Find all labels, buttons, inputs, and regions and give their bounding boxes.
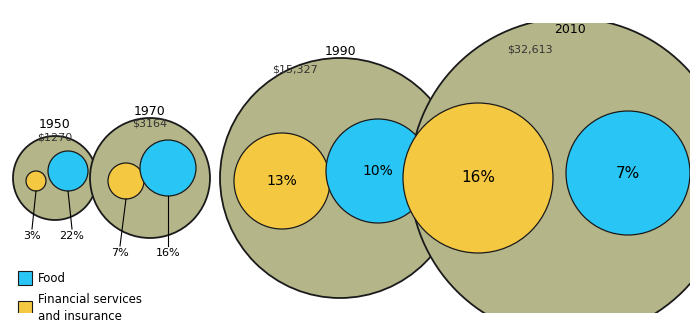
Text: $15,327: $15,327 xyxy=(272,65,318,75)
Circle shape xyxy=(566,111,690,235)
Circle shape xyxy=(108,163,144,199)
Text: 10%: 10% xyxy=(363,164,393,178)
Text: $1270: $1270 xyxy=(37,133,72,143)
Circle shape xyxy=(326,119,430,223)
Circle shape xyxy=(410,18,690,336)
Circle shape xyxy=(26,171,46,191)
Circle shape xyxy=(403,103,553,253)
Text: 22%: 22% xyxy=(59,231,84,241)
Circle shape xyxy=(13,136,97,220)
Text: 7%: 7% xyxy=(111,248,129,258)
Text: 1970: 1970 xyxy=(134,105,166,118)
Bar xyxy=(18,301,32,315)
Text: 3%: 3% xyxy=(23,231,41,241)
Text: 1990: 1990 xyxy=(324,45,356,58)
Text: $32,613: $32,613 xyxy=(507,45,553,55)
Circle shape xyxy=(220,58,460,298)
Text: 16%: 16% xyxy=(156,248,180,258)
Circle shape xyxy=(234,133,330,229)
Circle shape xyxy=(90,118,210,238)
Text: 1950: 1950 xyxy=(39,118,71,131)
Text: 2010: 2010 xyxy=(554,23,586,36)
Text: Food: Food xyxy=(38,271,66,285)
Text: $3164: $3164 xyxy=(132,118,168,128)
Text: 13%: 13% xyxy=(266,174,297,188)
Text: Financial services
and insurance: Financial services and insurance xyxy=(38,293,142,323)
Bar xyxy=(18,271,32,285)
Circle shape xyxy=(48,151,88,191)
Text: 16%: 16% xyxy=(461,170,495,185)
Text: 7%: 7% xyxy=(616,166,640,180)
Circle shape xyxy=(140,140,196,196)
